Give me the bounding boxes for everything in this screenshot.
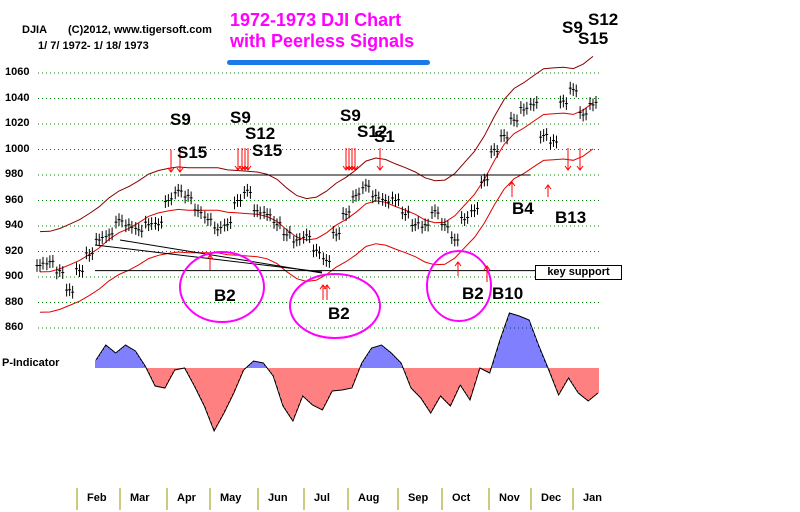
signal-s9: S9 bbox=[562, 18, 583, 37]
y-tick-label: 920 bbox=[5, 244, 24, 257]
indicator-line bbox=[95, 312, 599, 433]
buy-arrow-icon bbox=[544, 184, 552, 190]
y-tick-label: 900 bbox=[5, 270, 24, 282]
copyright-label: (C)2012, www.tigersoft.com bbox=[68, 24, 212, 36]
month-label: Dec bbox=[541, 492, 562, 504]
title-underline bbox=[227, 60, 430, 65]
signal-s9: S9 bbox=[340, 106, 361, 125]
sell-arrow-icon bbox=[238, 165, 246, 171]
key-support-label: key support bbox=[535, 265, 622, 280]
month-label: Sep bbox=[408, 492, 429, 504]
y-tick-label: 1000 bbox=[5, 142, 30, 155]
signal-b13: B13 bbox=[555, 208, 587, 227]
sell-arrow-icon bbox=[576, 165, 584, 171]
y-tick-label: 980 bbox=[5, 168, 24, 180]
sell-arrow-icon bbox=[345, 165, 353, 171]
buy-arrow-icon bbox=[508, 181, 516, 187]
month-label: Jun bbox=[268, 492, 288, 504]
signal-b4: B4 bbox=[512, 199, 534, 218]
signal-s9: S9 bbox=[230, 108, 251, 127]
month-label: Nov bbox=[499, 492, 520, 504]
month-label: Mar bbox=[130, 492, 150, 504]
highlight-circle bbox=[426, 250, 492, 322]
highlight-circle bbox=[179, 251, 265, 323]
y-tick-label: 1060 bbox=[5, 66, 30, 78]
buy-arrow-icon bbox=[483, 265, 491, 271]
sell-arrow-icon bbox=[167, 167, 175, 173]
signal-s12: S12 bbox=[588, 10, 619, 29]
month-label: Jan bbox=[583, 492, 602, 504]
y-tick-label: 940 bbox=[5, 219, 24, 231]
sell-arrow-icon bbox=[241, 165, 249, 171]
y-tick-label: 1040 bbox=[5, 91, 30, 104]
signal-s15: S15 bbox=[177, 143, 208, 162]
month-label: May bbox=[220, 492, 242, 504]
signal-s9: S9 bbox=[170, 110, 191, 129]
buy-arrow-icon bbox=[454, 261, 462, 267]
signal-b2: B2 bbox=[462, 284, 484, 303]
sell-arrow-icon bbox=[376, 165, 384, 171]
sell-arrow-icon bbox=[244, 165, 252, 171]
month-label: Feb bbox=[87, 492, 107, 504]
signal-b2: B2 bbox=[328, 304, 350, 323]
sell-arrow-icon bbox=[342, 165, 350, 171]
highlight-circle bbox=[289, 273, 381, 339]
trendline bbox=[94, 244, 323, 273]
sell-arrow-icon bbox=[564, 165, 572, 171]
title-line-2: with Peerless Signals bbox=[230, 31, 415, 51]
title-line-1: 1972-1973 DJI Chart bbox=[230, 10, 402, 30]
signal-s12: S12 bbox=[245, 124, 276, 143]
month-label: Aug bbox=[358, 492, 380, 504]
signal-s12: S12 bbox=[357, 122, 388, 141]
sell-arrow-icon bbox=[348, 165, 356, 171]
y-tick-label: 860 bbox=[5, 321, 24, 333]
month-label: Apr bbox=[177, 492, 196, 504]
signal-b2: B2 bbox=[214, 286, 236, 305]
chart-title: 1972-1973 DJI Chart with Peerless Signals bbox=[230, 10, 414, 52]
symbol-label: DJIA bbox=[22, 24, 48, 36]
lower-band bbox=[39, 148, 594, 313]
buy-arrow-icon bbox=[323, 284, 331, 290]
y-tick-label: 960 bbox=[5, 193, 24, 206]
y-tick-label: 880 bbox=[5, 295, 24, 308]
month-label: Jul bbox=[314, 492, 330, 504]
signal-s15: S15 bbox=[252, 141, 283, 160]
sell-arrow-icon bbox=[176, 167, 184, 173]
upper-band bbox=[39, 56, 594, 233]
signal-s15: S15 bbox=[578, 29, 609, 48]
signal-s1: S1 bbox=[374, 127, 395, 146]
y-tick-label: 1020 bbox=[5, 117, 30, 129]
date-range: 1/ 7/ 1972- 1/ 18/ 1973 bbox=[38, 40, 149, 52]
buy-arrow-icon bbox=[206, 254, 214, 260]
indicator-label: P-Indicator bbox=[2, 357, 60, 369]
month-label: Oct bbox=[452, 492, 471, 504]
signal-b10: B10 bbox=[492, 284, 524, 303]
sell-arrow-icon bbox=[351, 165, 359, 171]
